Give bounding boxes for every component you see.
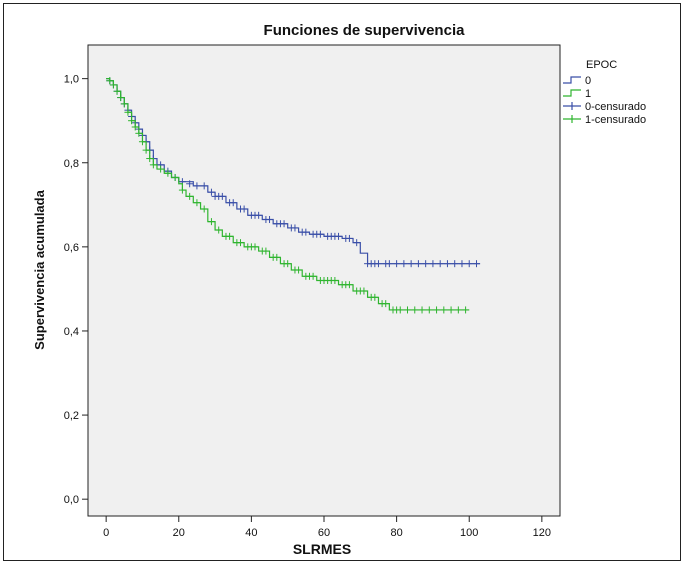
legend-label: 0 (585, 75, 591, 87)
chart-frame (3, 3, 681, 561)
y-tick-label: 0,4 (64, 326, 79, 338)
x-tick-label: 40 (245, 527, 257, 539)
legend-entry: 0-censurado (563, 101, 646, 113)
legend-entry: 1-censurado (563, 114, 646, 126)
legend-entry: 0 (563, 75, 591, 87)
y-tick-label: 0,0 (64, 494, 79, 506)
x-tick-label: 60 (318, 527, 330, 539)
legend-entry: 1 (563, 88, 591, 100)
y-axis: 0,0 0,2 0,4 0,6 0,8 1,0 (64, 74, 88, 506)
x-tick-label: 80 (390, 527, 402, 539)
legend-swatch-line (563, 89, 581, 97)
y-tick-label: 0,2 (64, 410, 79, 422)
legend-swatch-line (563, 76, 581, 84)
plot-area (87, 44, 561, 517)
legend-label: 1 (585, 88, 591, 100)
chart-title: Funciones de supervivencia (264, 22, 466, 39)
x-axis-title: SLRMES (293, 541, 351, 557)
y-axis-title: Supervivencia acumulada (32, 189, 47, 349)
x-axis: 0 20 40 60 80 100 120 (103, 516, 551, 539)
y-tick-label: 1,0 (64, 74, 79, 86)
x-tick-label: 0 (103, 527, 109, 539)
x-tick-label: 20 (173, 527, 185, 539)
legend-label: 0-censurado (585, 101, 646, 113)
series-group-1 (106, 77, 470, 314)
y-tick-label: 0,8 (64, 158, 79, 170)
x-tick-label: 100 (460, 527, 478, 539)
series-layer (106, 77, 481, 314)
y-tick-label: 0,6 (64, 242, 79, 254)
legend-title: EPOC (586, 59, 617, 71)
legend-label: 1-censurado (585, 114, 646, 126)
x-tick-label: 120 (533, 527, 551, 539)
